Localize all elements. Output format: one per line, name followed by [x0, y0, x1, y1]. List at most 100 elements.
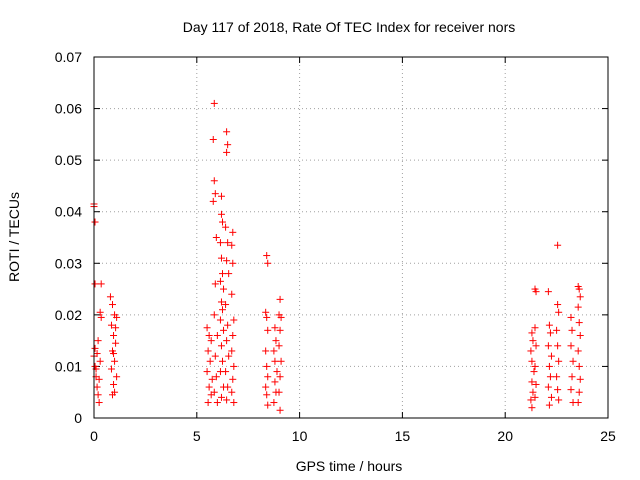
data-point [530, 368, 538, 376]
data-point [527, 347, 535, 355]
data-point [262, 383, 270, 391]
data-point [555, 396, 563, 404]
data-point [109, 391, 117, 399]
y-tick-label: 0.06 [55, 101, 82, 117]
tick-labels: 0 5 10 15 20 25 0 0.01 0.02 0.03 0.04 0.05 0.06 0.07 [55, 49, 616, 444]
data-point [110, 350, 118, 358]
data-point [546, 329, 554, 337]
data-point [528, 329, 536, 337]
data-point [228, 290, 236, 298]
data-point [210, 388, 218, 396]
y-tick-label: 0.07 [55, 49, 82, 65]
data-point [554, 301, 562, 309]
data-point [545, 362, 553, 370]
data-point [547, 393, 555, 401]
data-point [107, 365, 115, 373]
data-point [216, 239, 224, 247]
data-point [96, 308, 104, 316]
data-point [529, 388, 537, 396]
data-point [228, 388, 236, 396]
data-point [203, 368, 211, 376]
data-point [545, 321, 553, 329]
data-point [112, 339, 120, 347]
data-point [273, 368, 281, 376]
y-tick-label: 0.01 [55, 358, 82, 374]
plot-frame [93, 56, 609, 419]
data-point [228, 241, 236, 249]
data-point [575, 319, 583, 327]
data-point [209, 197, 217, 205]
y-tick-label: 0.03 [55, 255, 82, 271]
data-point [574, 303, 582, 311]
data-point [277, 357, 285, 365]
data-point [528, 357, 536, 365]
data-point [213, 331, 221, 339]
chart-title: Day 117 of 2018, Rate Of TEC Index for r… [183, 19, 516, 35]
data-point [223, 337, 231, 345]
x-tick-label: 10 [292, 428, 308, 444]
data-point [113, 373, 121, 381]
x-axis-label: GPS time / hours [296, 458, 403, 474]
data-point [217, 393, 225, 401]
data-point [106, 293, 114, 301]
data-point [532, 342, 540, 350]
data-point [276, 406, 284, 414]
data-point [532, 288, 540, 296]
data-point [263, 313, 271, 321]
data-point [263, 252, 271, 260]
data-point [210, 311, 218, 319]
data-point [93, 383, 101, 391]
data-point [229, 228, 237, 236]
data-point [262, 308, 270, 316]
data-point [567, 342, 575, 350]
data-point [203, 324, 211, 332]
y-tick-label: 0 [74, 410, 82, 426]
data-point [216, 277, 224, 285]
data-point [276, 295, 284, 303]
data-point [207, 337, 215, 345]
data-point [263, 391, 271, 399]
y-tick-label: 0.04 [55, 204, 82, 220]
data-point [212, 373, 220, 381]
data-point [205, 383, 213, 391]
data-point [527, 396, 535, 404]
data-point [544, 342, 552, 350]
data-point [264, 259, 272, 267]
y-tick-label: 0.05 [55, 152, 82, 168]
data-point [553, 326, 561, 334]
data-point [270, 347, 278, 355]
data-point [93, 350, 101, 358]
data-point [546, 373, 554, 381]
data-point [263, 362, 271, 370]
data-point [229, 331, 237, 339]
data-point [567, 313, 575, 321]
data-point [532, 380, 540, 388]
data-point [211, 280, 219, 288]
data-point [91, 344, 99, 352]
data-point [270, 399, 278, 407]
data-point [223, 396, 231, 404]
data-point [576, 375, 584, 383]
data-point [229, 259, 237, 267]
data-point [219, 270, 226, 278]
data-point [271, 324, 279, 332]
data-point [531, 393, 539, 401]
data-point [574, 399, 582, 407]
data-point [217, 192, 225, 200]
data-point [224, 141, 232, 149]
data-point [213, 399, 221, 407]
data-point [576, 293, 584, 301]
data-point [544, 383, 552, 391]
data-point [110, 380, 118, 388]
data-point [95, 375, 103, 383]
data-point [224, 383, 232, 391]
data-point [110, 331, 118, 339]
data-point [95, 399, 103, 407]
x-tick-label: 20 [497, 428, 513, 444]
data-point [217, 342, 225, 350]
data-point [554, 241, 562, 249]
data-point [229, 375, 237, 383]
data-point [224, 239, 232, 247]
data-point [223, 148, 231, 156]
data-point [217, 298, 225, 306]
